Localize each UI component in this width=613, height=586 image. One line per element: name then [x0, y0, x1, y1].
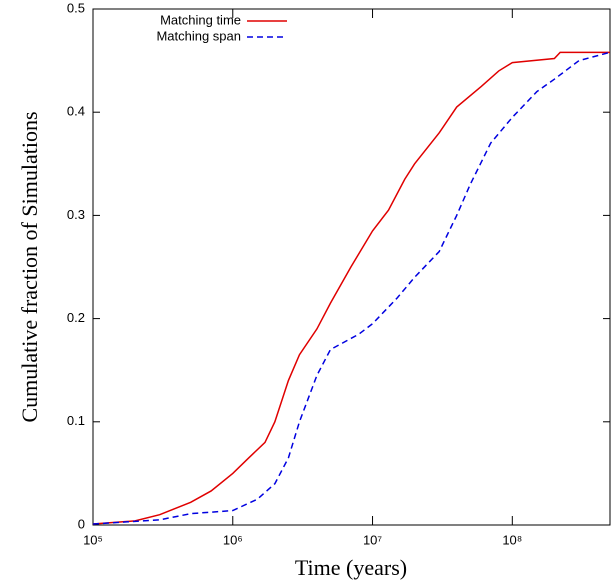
y-axis-label: Cumulative fraction of Simulations [17, 111, 42, 422]
y-tick-label: 0.1 [67, 413, 85, 428]
x-tick-label: 10⁵ [83, 532, 103, 547]
legend-label: Matching span [156, 28, 241, 43]
y-tick-label: 0.5 [67, 0, 85, 15]
x-tick-label: 10⁶ [223, 532, 243, 547]
plot-frame [92, 8, 611, 526]
y-tick-label: 0.3 [67, 207, 85, 222]
y-tick-label: 0 [78, 516, 85, 531]
y-tick-label: 0.2 [67, 310, 85, 325]
legend-label: Matching time [160, 12, 241, 27]
y-tick-label: 0.4 [67, 104, 85, 119]
x-tick-label: 10⁷ [363, 532, 382, 547]
x-axis-label: Time (years) [295, 555, 407, 580]
series-line [92, 51, 611, 525]
x-tick-label: 10⁸ [502, 532, 522, 547]
series-line [92, 51, 610, 525]
